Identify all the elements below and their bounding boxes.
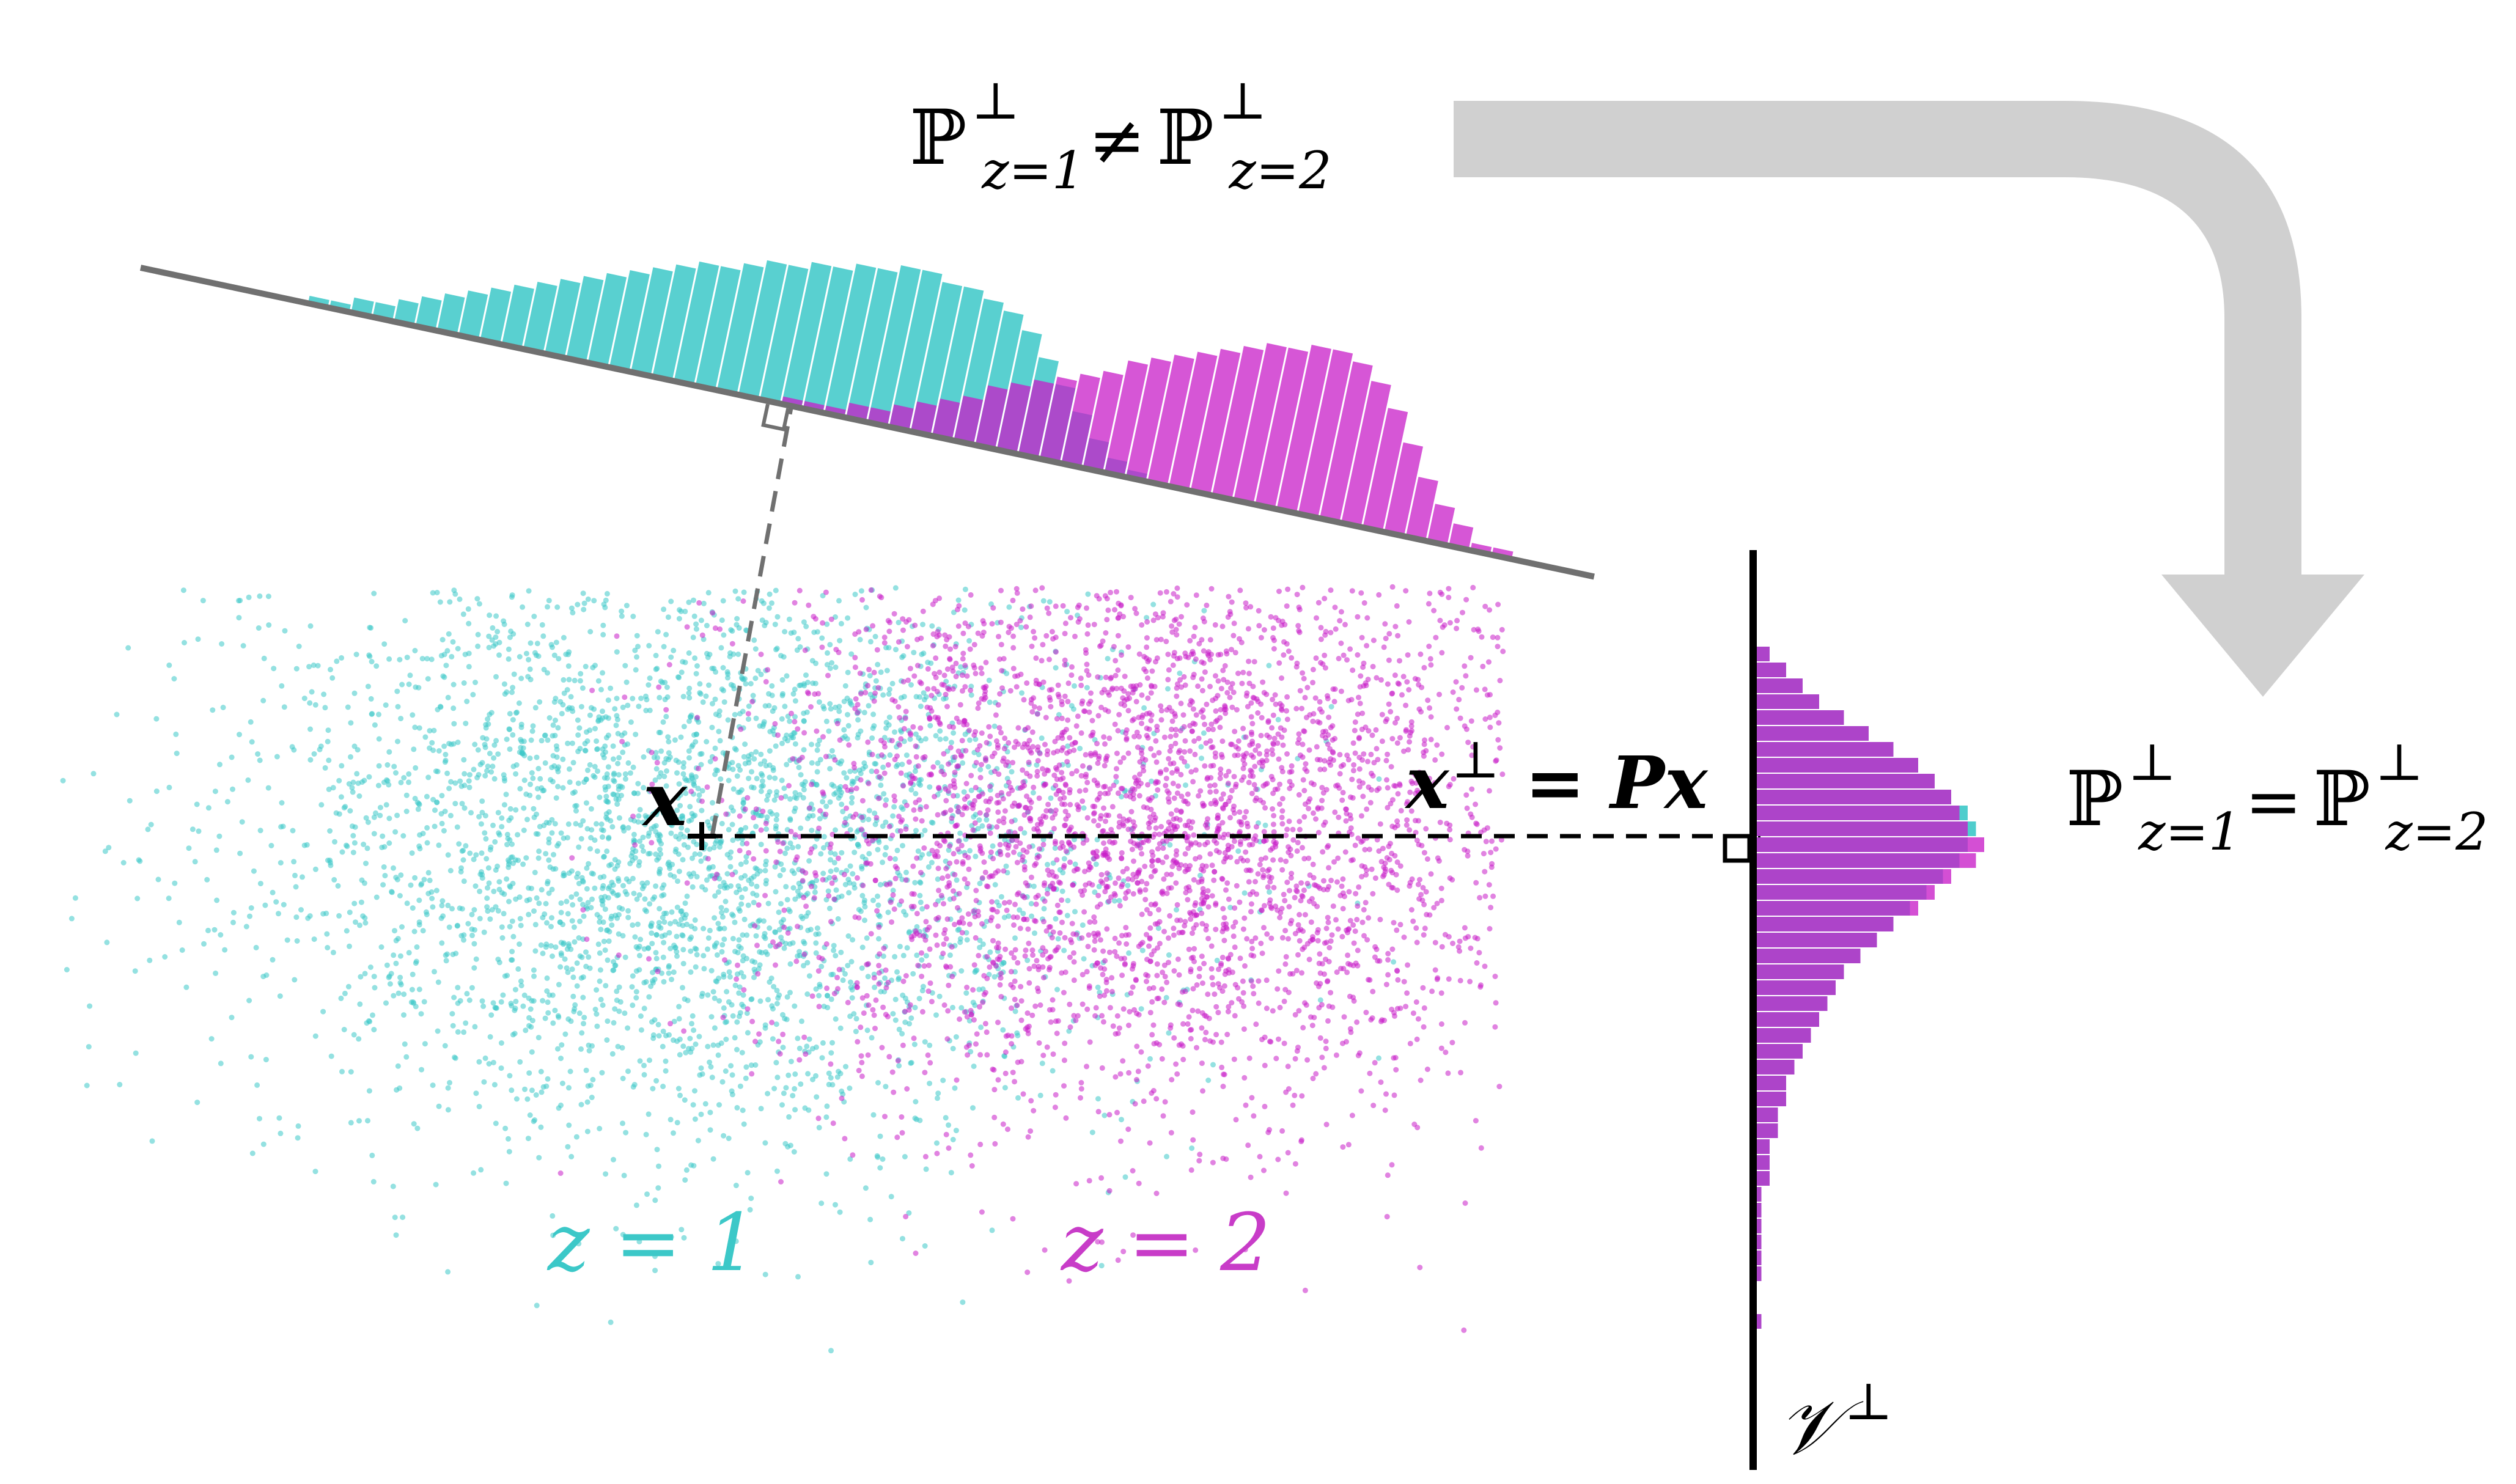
- histogram-bar: [1384, 442, 1424, 537]
- histogram-bar: [1212, 346, 1264, 500]
- histogram-bar: [566, 276, 604, 362]
- point-x-label: x: [641, 757, 688, 843]
- cluster-label-z1: z = 1: [546, 1196, 757, 1289]
- histogram-bar: [1040, 377, 1078, 463]
- right-angle-icon: [761, 403, 790, 432]
- projection-axis: [139, 265, 1595, 580]
- histogram-bar: [1190, 348, 1241, 495]
- histogram-bar: [1363, 408, 1408, 532]
- histogram-bar: [1753, 758, 1918, 773]
- histogram-bar: [1449, 523, 1474, 550]
- histogram-bar: [738, 260, 787, 399]
- histogram-bar: [910, 401, 937, 436]
- histogram-bar: [1298, 349, 1353, 518]
- histogram-bar: [652, 264, 696, 381]
- histogram-bar: [674, 261, 719, 386]
- histogram-bar: [631, 267, 673, 377]
- histogram-bar: [587, 273, 627, 367]
- histogram-bar: [1753, 901, 1918, 916]
- histogram-bar: [975, 385, 1008, 450]
- histogram-bar: [1125, 358, 1171, 482]
- top-distribution-inequality: ℙ⊥ z=1≠ ℙ⊥ z=2: [910, 71, 1332, 200]
- histogram-bar: [996, 382, 1031, 454]
- histogram-bar: [1018, 379, 1054, 459]
- histogram-bar: [1255, 347, 1309, 509]
- histogram-bar: [1753, 1092, 1786, 1106]
- histogram-bar: [1753, 885, 1935, 900]
- point-x-marker: [688, 822, 716, 850]
- histogram-bar: [803, 266, 853, 413]
- histogram-bar: [1753, 1044, 1803, 1059]
- curved-arrow-icon: [1454, 101, 2364, 697]
- histogram-bar: [695, 266, 741, 390]
- histogram-bar: [545, 279, 581, 358]
- histogram-bar: [889, 270, 943, 432]
- histogram-bar: [609, 270, 650, 372]
- histogram-bar: [1276, 345, 1331, 513]
- histogram-bar: [1427, 504, 1455, 546]
- histogram-bar: [394, 299, 419, 326]
- histogram-bar: [1753, 1060, 1795, 1074]
- histogram-bar: [1753, 964, 1844, 979]
- histogram-bar: [825, 263, 877, 417]
- histogram-bar: [867, 265, 921, 427]
- histogram-bar: [910, 282, 963, 436]
- histogram-bar: [1083, 370, 1124, 472]
- histogram-bar: [1104, 360, 1149, 477]
- histogram-bar: [1753, 806, 1960, 820]
- histogram-bar: [954, 395, 984, 445]
- histogram-bar: [760, 265, 809, 404]
- histogram-bar: [1753, 949, 1861, 963]
- histogram-bar: [437, 293, 465, 335]
- histogram-bar: [458, 290, 488, 340]
- histogram-bar: [1753, 774, 1935, 788]
- histogram-bar: [1147, 354, 1194, 486]
- histogram-bar: [1753, 663, 1786, 677]
- histogram-bar: [716, 263, 764, 395]
- projection-formula: x⊥ = Px: [1404, 730, 1709, 825]
- histogram-bar: [1753, 1028, 1811, 1043]
- histogram-bar: [1753, 678, 1803, 693]
- histogram-bar: [1753, 1123, 1778, 1138]
- histogram-bar: [1341, 381, 1391, 527]
- histogram-bar: [415, 296, 442, 331]
- right-distribution-equality: ℙ⊥ z=1= ℙ⊥ z=2: [2066, 732, 2488, 862]
- right-angle-icon: [1723, 834, 1752, 863]
- histogram-bar: [1405, 477, 1438, 541]
- histogram-bar: [781, 262, 832, 408]
- histogram-bar: [932, 399, 960, 441]
- histogram-bar: [501, 284, 534, 349]
- histogram-bar: [1753, 790, 1951, 804]
- histogram-bar: [1753, 1012, 1819, 1027]
- cluster-label-z2: z = 2: [1060, 1196, 1271, 1289]
- histogram-bar: [1753, 996, 1828, 1011]
- histogram-bar: [1753, 869, 1951, 884]
- histogram-bar: [1753, 710, 1844, 725]
- subspace-label: 𝒱⊥: [1778, 1372, 1893, 1472]
- histogram-bar: [1753, 853, 1976, 868]
- projection-line-to-axis: [710, 404, 794, 837]
- scatter-cluster-z2: [557, 584, 1506, 1333]
- histogram-bar: [1753, 821, 1968, 836]
- projection-histogram-1: [307, 260, 1514, 559]
- histogram-bar: [1753, 1076, 1786, 1090]
- histogram-bar: [1753, 742, 1894, 757]
- histogram-bar: [1061, 373, 1100, 468]
- histogram-bar: [1753, 980, 1836, 995]
- histogram-bar: [889, 404, 914, 432]
- histogram-bar: [1234, 343, 1287, 504]
- histogram-bar: [1753, 933, 1877, 947]
- histogram-bar: [480, 287, 512, 344]
- histogram-bar: [846, 268, 898, 422]
- histogram-bar: [1753, 726, 1869, 741]
- histogram-bar: [1753, 917, 1894, 931]
- histogram-bar: [1753, 837, 1984, 852]
- histogram-bar: [1753, 694, 1819, 709]
- histogram-bar: [1319, 361, 1373, 523]
- histogram-bar: [523, 282, 557, 353]
- projection-histogram-2: [1753, 647, 1984, 1329]
- histogram-bar: [1169, 351, 1218, 491]
- histogram-bar: [1753, 1107, 1778, 1122]
